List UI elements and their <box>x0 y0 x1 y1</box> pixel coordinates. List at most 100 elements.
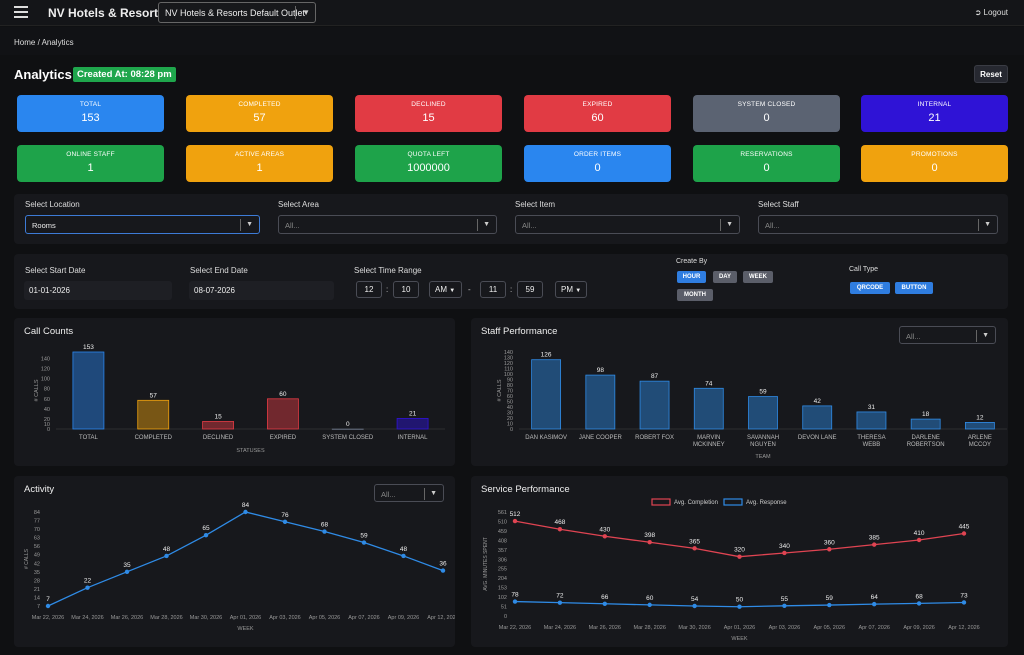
x-tick-label: Apr 01, 2026 <box>230 615 262 621</box>
staff-label: Select Staff <box>758 200 799 209</box>
x-tick-label: ARLENE <box>968 435 992 441</box>
data-value-label: 78 <box>511 592 519 599</box>
legend-label: Avg. Completion <box>674 500 718 506</box>
y-tick-label: 357 <box>498 548 507 554</box>
activity-select[interactable]: All... ▼ <box>374 484 444 502</box>
y-tick-label: 20 <box>507 416 513 422</box>
x-tick-label: SYSTEM CLOSED <box>322 435 374 441</box>
start-ampm-select[interactable]: AM ▼ <box>429 281 462 298</box>
data-value-label: 320 <box>734 547 745 554</box>
area-select[interactable]: All... ▼ <box>278 215 497 234</box>
data-value-label: 84 <box>242 502 250 509</box>
data-value-label: 468 <box>554 519 565 526</box>
start-date-input[interactable]: 01-01-2026 <box>24 281 172 300</box>
create-by-hour[interactable]: HOUR <box>677 271 706 283</box>
data-point <box>361 540 367 545</box>
staff-performance-panel: Staff Performance All... ▼ 0 10 20 30 40 50 60 7… <box>471 318 1008 466</box>
stat-label: DECLINED <box>411 101 446 108</box>
staff-performance-select[interactable]: All... ▼ <box>899 326 996 344</box>
bar <box>856 411 887 430</box>
data-point <box>440 568 446 573</box>
reset-button[interactable]: Reset <box>974 65 1008 83</box>
bar-value-label: 42 <box>814 398 822 405</box>
create-by-day[interactable]: DAY <box>713 271 737 283</box>
stat-card-system-closed: SYSTEM CLOSED 0 <box>693 95 840 132</box>
call-type-button[interactable]: BUTTON <box>895 282 933 294</box>
y-tick-label: 204 <box>498 576 507 582</box>
location-select[interactable]: Rooms ▼ <box>25 215 260 234</box>
data-value-label: 68 <box>915 593 923 600</box>
end-minute-input[interactable]: 59 <box>517 281 543 298</box>
staff-select[interactable]: All... ▼ <box>758 215 998 234</box>
data-value-label: 7 <box>46 596 50 603</box>
start-hour-input[interactable]: 12 <box>356 281 382 298</box>
stat-card-active-areas: ACTIVE AREAS 1 <box>186 145 333 182</box>
create-by-week[interactable]: WEEK <box>743 271 773 283</box>
time-range-label: Select Time Range <box>354 266 422 275</box>
item-select[interactable]: All... ▼ <box>515 215 740 234</box>
y-tick-label: 56 <box>34 544 40 550</box>
stat-value: 0 <box>763 162 770 174</box>
bar <box>72 351 105 430</box>
x-axis-title: STATUSES <box>236 448 265 454</box>
x-tick-label: Apr 07, 2026 <box>348 615 380 621</box>
outlet-select[interactable]: NV Hotels & Resorts Default Outlet ▼ <box>158 2 316 23</box>
bar-value-label: 12 <box>976 414 984 421</box>
data-value-label: 35 <box>123 562 131 569</box>
stat-label: ACTIVE AREAS <box>234 151 285 158</box>
logout-icon: ➲ <box>974 8 984 17</box>
stat-card-declined: DECLINED 15 <box>355 95 502 132</box>
bar-value-label: 59 <box>759 389 767 396</box>
chevron-down-icon: ▼ <box>483 221 490 228</box>
y-tick-label: 459 <box>498 529 507 535</box>
stat-label: SYSTEM CLOSED <box>737 101 796 108</box>
stat-card-total: TOTAL 153 <box>17 95 164 132</box>
brand-name[interactable]: NV Hotels & Resorts <box>48 6 165 20</box>
staff-placeholder: All... <box>765 221 780 230</box>
x-tick-label: Apr 05, 2026 <box>309 615 341 621</box>
filter-panel: Select Location Rooms ▼ Select Area All..… <box>14 194 1008 244</box>
end-ampm-value: PM <box>561 285 573 294</box>
y-tick-label: 40 <box>507 405 513 411</box>
stat-value: 15 <box>422 112 435 124</box>
chevron-down-icon: ▼ <box>984 221 991 228</box>
staff-performance-title: Staff Performance <box>481 326 558 337</box>
time-colon: : <box>510 285 513 294</box>
stat-value: 0 <box>594 162 601 174</box>
end-hour-input[interactable]: 11 <box>480 281 506 298</box>
y-tick-label: 561 <box>498 510 507 516</box>
x-tick-label: INTERNAL <box>398 435 428 441</box>
x-tick-label: EXPIRED <box>270 435 297 441</box>
create-by-month[interactable]: MONTH <box>677 289 713 301</box>
end-ampm-select[interactable]: PM ▼ <box>555 281 587 298</box>
y-tick-label: 51 <box>501 605 507 611</box>
series-line <box>47 511 444 607</box>
menu-icon[interactable] <box>14 6 28 18</box>
y-tick-label: 63 <box>34 536 40 542</box>
y-tick-label: 21 <box>34 587 40 593</box>
service-performance-panel: Service Performance 0 51 102 153 204 255 306 35… <box>471 476 1008 647</box>
chevron-down-icon: ▼ <box>430 490 437 497</box>
data-point <box>692 603 697 609</box>
start-minute-input[interactable]: 10 <box>393 281 419 298</box>
y-tick-label: 120 <box>504 361 513 367</box>
x-tick-label: SAVANNAH <box>747 435 779 441</box>
bar <box>748 396 778 430</box>
logout-link[interactable]: ➲ Logout <box>975 8 1008 17</box>
y-tick-label: 80 <box>44 387 50 393</box>
bar-value-label: 15 <box>214 413 222 420</box>
activity-chart: 7 14 21 28 35 42 49 56 63 70 77 84 # CALLS Mar 22, 20… <box>24 502 455 632</box>
stat-value: 57 <box>253 112 266 124</box>
x-tick-label: Mar 22, 2026 <box>499 625 531 631</box>
chevron-down-icon: ▼ <box>982 332 989 339</box>
legend-swatch <box>651 498 671 506</box>
end-date-input[interactable]: 08-07-2026 <box>189 281 334 300</box>
bar-value-label: 21 <box>409 410 417 417</box>
stat-label: RESERVATIONS <box>740 151 793 158</box>
y-axis-title: # CALLS <box>497 379 503 401</box>
call-type-qrcode[interactable]: QRCODE <box>850 282 890 294</box>
x-tick-label: Apr 09, 2026 <box>903 625 935 631</box>
chevron-down-icon: ▼ <box>449 288 456 294</box>
data-point <box>872 601 877 607</box>
x-tick-label: Mar 28, 2026 <box>150 615 182 621</box>
